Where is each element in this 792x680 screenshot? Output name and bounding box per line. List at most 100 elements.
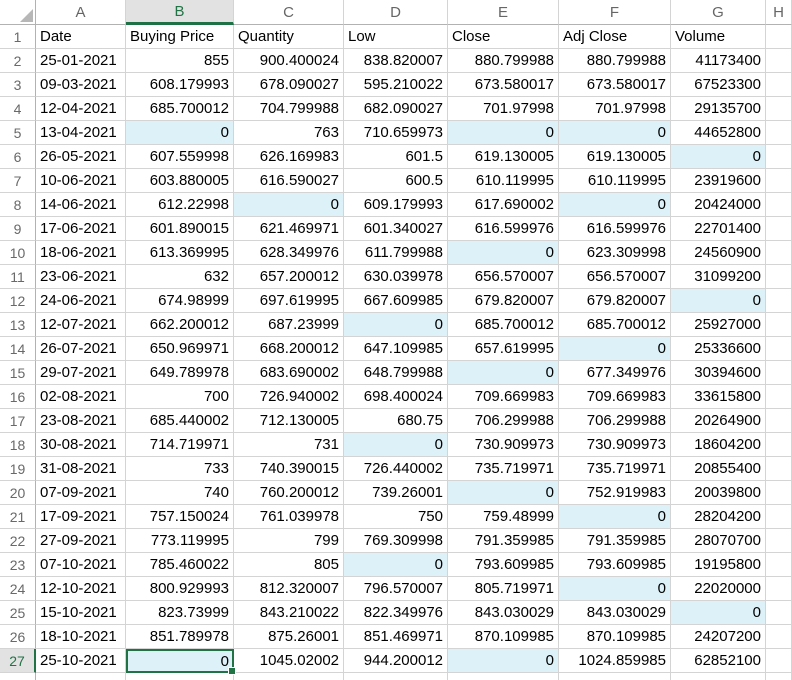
row-header-14[interactable]: 14: [0, 337, 36, 361]
cell-E3[interactable]: 673.580017: [448, 73, 559, 97]
cell-G28[interactable]: [671, 673, 766, 680]
cell-F17[interactable]: 706.299988: [559, 409, 671, 433]
cell-G24[interactable]: 22020000: [671, 577, 766, 601]
cell-G4[interactable]: 29135700: [671, 97, 766, 121]
cell-C18[interactable]: 731: [234, 433, 344, 457]
cell-C20[interactable]: 760.200012: [234, 481, 344, 505]
cell-C15[interactable]: 683.690002: [234, 361, 344, 385]
cell-H18[interactable]: [766, 433, 792, 457]
cell-C7[interactable]: 616.590027: [234, 169, 344, 193]
row-header-16[interactable]: 16: [0, 385, 36, 409]
cell-F23[interactable]: 793.609985: [559, 553, 671, 577]
cell-E14[interactable]: 657.619995: [448, 337, 559, 361]
cell-H8[interactable]: [766, 193, 792, 217]
cell-E4[interactable]: 701.97998: [448, 97, 559, 121]
row-header-18[interactable]: 18: [0, 433, 36, 457]
column-header-C[interactable]: C: [234, 0, 344, 25]
row-header-17[interactable]: 17: [0, 409, 36, 433]
row-header-24[interactable]: 24: [0, 577, 36, 601]
row-header-23[interactable]: 23: [0, 553, 36, 577]
cell-D14[interactable]: 647.109985: [344, 337, 448, 361]
cell-D1[interactable]: Low: [344, 25, 448, 49]
cell-C1[interactable]: Quantity: [234, 25, 344, 49]
cell-F15[interactable]: 677.349976: [559, 361, 671, 385]
cell-F2[interactable]: 880.799988: [559, 49, 671, 73]
cell-D10[interactable]: 611.799988: [344, 241, 448, 265]
cell-F13[interactable]: 685.700012: [559, 313, 671, 337]
cell-A20[interactable]: 07-09-2021: [36, 481, 126, 505]
cell-G9[interactable]: 22701400: [671, 217, 766, 241]
cell-H3[interactable]: [766, 73, 792, 97]
cell-F3[interactable]: 673.580017: [559, 73, 671, 97]
cell-F12[interactable]: 679.820007: [559, 289, 671, 313]
cell-G18[interactable]: 18604200: [671, 433, 766, 457]
cell-G1[interactable]: Volume: [671, 25, 766, 49]
row-header-10[interactable]: 10: [0, 241, 36, 265]
cell-E2[interactable]: 880.799988: [448, 49, 559, 73]
cell-D7[interactable]: 600.5: [344, 169, 448, 193]
row-header-4[interactable]: 4: [0, 97, 36, 121]
cell-G20[interactable]: 20039800: [671, 481, 766, 505]
cell-B2[interactable]: 855: [126, 49, 234, 73]
cell-B8[interactable]: 612.22998: [126, 193, 234, 217]
cell-B11[interactable]: 632: [126, 265, 234, 289]
cell-A25[interactable]: 15-10-2021: [36, 601, 126, 625]
cell-G10[interactable]: 24560900: [671, 241, 766, 265]
cell-A2[interactable]: 25-01-2021: [36, 49, 126, 73]
cell-G22[interactable]: 28070700: [671, 529, 766, 553]
row-header-1[interactable]: 1: [0, 25, 36, 49]
cell-G7[interactable]: 23919600: [671, 169, 766, 193]
cell-C9[interactable]: 621.469971: [234, 217, 344, 241]
cell-F27[interactable]: 1024.859985: [559, 649, 671, 673]
row-header-22[interactable]: 22: [0, 529, 36, 553]
cell-G5[interactable]: 44652800: [671, 121, 766, 145]
cell-D25[interactable]: 822.349976: [344, 601, 448, 625]
cell-B27[interactable]: 0: [126, 649, 236, 675]
cell-D9[interactable]: 601.340027: [344, 217, 448, 241]
cell-E10[interactable]: 0: [448, 241, 559, 265]
cell-H28[interactable]: [766, 673, 792, 680]
row-header-28[interactable]: [0, 673, 36, 680]
cell-D21[interactable]: 750: [344, 505, 448, 529]
cell-C19[interactable]: 740.390015: [234, 457, 344, 481]
cell-A19[interactable]: 31-08-2021: [36, 457, 126, 481]
cell-H17[interactable]: [766, 409, 792, 433]
cell-C3[interactable]: 678.090027: [234, 73, 344, 97]
cell-C27[interactable]: 1045.02002: [234, 649, 344, 673]
cell-C10[interactable]: 628.349976: [234, 241, 344, 265]
cell-B4[interactable]: 685.700012: [126, 97, 234, 121]
row-header-25[interactable]: 25: [0, 601, 36, 625]
row-header-26[interactable]: 26: [0, 625, 36, 649]
cell-H1[interactable]: [766, 25, 792, 49]
cell-G6[interactable]: 0: [671, 145, 766, 169]
cell-E6[interactable]: 619.130005: [448, 145, 559, 169]
cell-E21[interactable]: 759.48999: [448, 505, 559, 529]
cell-H11[interactable]: [766, 265, 792, 289]
cell-D16[interactable]: 698.400024: [344, 385, 448, 409]
cell-A7[interactable]: 10-06-2021: [36, 169, 126, 193]
cell-C13[interactable]: 687.23999: [234, 313, 344, 337]
cell-H27[interactable]: [766, 649, 792, 673]
cell-D22[interactable]: 769.309998: [344, 529, 448, 553]
cell-F14[interactable]: 0: [559, 337, 671, 361]
cell-D20[interactable]: 739.26001: [344, 481, 448, 505]
cell-C2[interactable]: 900.400024: [234, 49, 344, 73]
cell-D3[interactable]: 595.210022: [344, 73, 448, 97]
cell-H26[interactable]: [766, 625, 792, 649]
cell-A5[interactable]: 13-04-2021: [36, 121, 126, 145]
cell-C28[interactable]: [234, 673, 344, 680]
cell-E24[interactable]: 805.719971: [448, 577, 559, 601]
cell-E18[interactable]: 730.909973: [448, 433, 559, 457]
row-header-7[interactable]: 7: [0, 169, 36, 193]
cell-H9[interactable]: [766, 217, 792, 241]
select-all-corner[interactable]: [0, 0, 36, 25]
cell-F9[interactable]: 616.599976: [559, 217, 671, 241]
cell-E27[interactable]: 0: [448, 649, 559, 673]
cell-D28[interactable]: [344, 673, 448, 680]
row-header-5[interactable]: 5: [0, 121, 36, 145]
cell-F24[interactable]: 0: [559, 577, 671, 601]
cell-E26[interactable]: 870.109985: [448, 625, 559, 649]
cell-A11[interactable]: 23-06-2021: [36, 265, 126, 289]
cell-F21[interactable]: 0: [559, 505, 671, 529]
cell-F10[interactable]: 623.309998: [559, 241, 671, 265]
